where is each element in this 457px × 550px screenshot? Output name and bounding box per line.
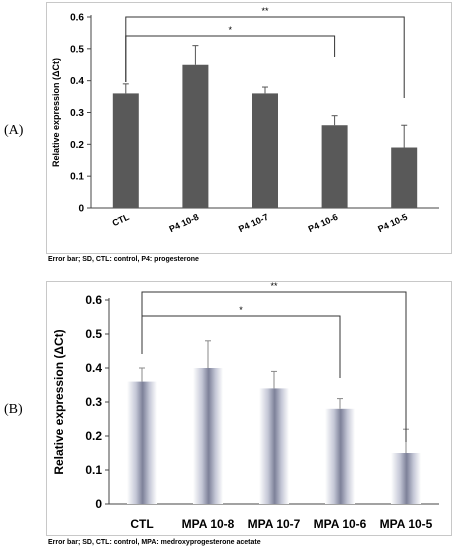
y-tick-label: 0.6 xyxy=(70,13,84,24)
x-tick-label: MPA 10-7 xyxy=(248,517,301,531)
significance-bracket xyxy=(141,291,407,442)
significance-bracket xyxy=(141,315,341,378)
panel-b-label: (B) xyxy=(4,402,23,417)
panel-b-chart: 0 0.1 0.2 0.3 0.4 0.5 0.6 Relative expression (… xyxy=(52,281,439,531)
y-tick-label: 0.5 xyxy=(70,44,84,55)
bar xyxy=(321,125,348,208)
y-tick-label: 0.5 xyxy=(85,327,102,341)
bar xyxy=(391,453,421,504)
panel-b-caption: Error bar; SD, CTL: control, MPA: medrox… xyxy=(48,539,261,546)
x-tick-label: P4 10-7 xyxy=(237,212,270,234)
panel-a-caption: Error bar; SD, CTL: control, P4: progest… xyxy=(48,256,199,263)
significance-marker: ** xyxy=(261,6,269,16)
significance-marker: * xyxy=(239,305,243,315)
x-tick-label: MPA 10-8 xyxy=(182,517,235,531)
y-tick-label: 0.3 xyxy=(70,108,84,119)
y-tick-label: 0.4 xyxy=(85,361,102,375)
y-tick-label: 0.3 xyxy=(85,395,102,409)
x-tick-label: MPA 10-6 xyxy=(314,517,367,531)
significance-marker: ** xyxy=(270,282,278,291)
bar xyxy=(127,381,157,504)
bar xyxy=(182,64,209,208)
significance-bracket xyxy=(125,16,405,98)
bar xyxy=(252,93,278,208)
significance-bracket xyxy=(125,35,336,82)
y-tick-label: 0.6 xyxy=(85,293,102,307)
bar xyxy=(391,147,418,208)
significance-marker: * xyxy=(228,25,232,35)
panel-b-frame: 0 0.1 0.2 0.3 0.4 0.5 0.6 Relative expression (… xyxy=(46,281,452,536)
y-tick-label: 0 xyxy=(78,204,84,215)
bar xyxy=(259,388,289,504)
panel-a-frame: 0 0.1 0.2 0.3 0.4 0.5 0.6 Relative expression (… xyxy=(46,2,452,254)
y-tick-label: 0.4 xyxy=(70,76,84,87)
y-axis-title: Relative expression (ΔCt) xyxy=(52,329,66,474)
x-tick-label: P4 10-6 xyxy=(307,212,340,234)
x-tick-label: P4 10-8 xyxy=(167,212,200,234)
y-tick-label: 0.2 xyxy=(85,429,102,443)
x-tick-label: CTL xyxy=(130,517,153,531)
y-tick-label: 0 xyxy=(95,497,102,511)
y-axis-title: Relative expression (ΔCt) xyxy=(51,58,61,167)
x-tick-label: CTL xyxy=(111,212,132,229)
bar xyxy=(193,368,223,504)
bar xyxy=(112,93,139,208)
x-tick-label: P4 10-5 xyxy=(376,212,409,234)
y-tick-label: 0.1 xyxy=(70,172,84,183)
y-tick-label: 0.2 xyxy=(70,140,84,151)
y-tick-label: 0.1 xyxy=(85,463,102,477)
x-tick-label: MPA 10-5 xyxy=(380,517,433,531)
panel-a-chart: 0 0.1 0.2 0.3 0.4 0.5 0.6 Relative expression (… xyxy=(51,6,439,234)
bar xyxy=(325,408,355,504)
panel-a-label: (A) xyxy=(4,123,24,138)
